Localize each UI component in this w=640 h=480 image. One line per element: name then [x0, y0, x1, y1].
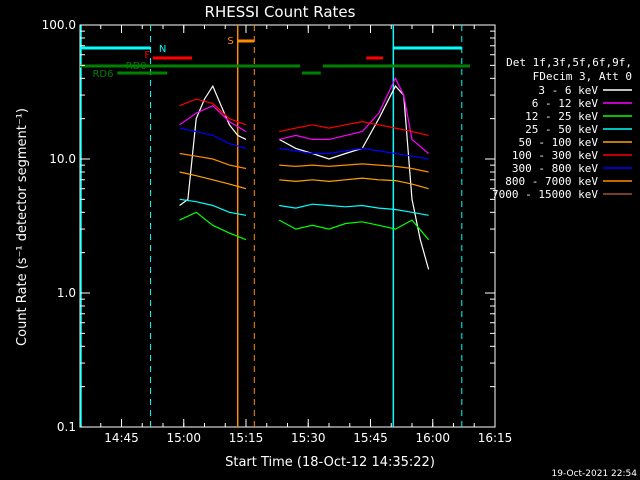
- series-line-7-part-0: [179, 152, 247, 170]
- x-axis-label: Start Time (18-Oct-12 14:35:22): [225, 455, 435, 470]
- series-line-6-part-1: [279, 147, 429, 160]
- series-line-7-part-1: [279, 163, 429, 173]
- legend-header-line-2: FDecim 3, Att 0: [533, 70, 632, 83]
- axis-ticks: 14:45 15:00 15:15 15:30 15:45 16:00 16:15 0.1 1.…: [42, 18, 513, 445]
- plot-frame: [79, 24, 496, 428]
- x-tick-label: 15:45: [353, 431, 388, 445]
- series-line-5-part-1: [279, 120, 429, 136]
- chart-title: RHESSI Count Rates: [205, 3, 356, 21]
- legend-entry-label: 100 - 300 keV: [512, 149, 598, 162]
- night-label: N: [159, 44, 166, 55]
- legend-entry-label: 12 - 25 keV: [525, 110, 598, 123]
- legend-entry-label: 7000 - 15000 keV: [492, 188, 598, 201]
- series-line-4-part-0: [179, 171, 247, 190]
- rd0-label: RD0: [126, 61, 147, 72]
- series-line-5-part-0: [179, 98, 247, 126]
- plot-axes: [79, 24, 496, 428]
- flare-label: F: [144, 50, 150, 61]
- series-line-3-part-1: [279, 203, 429, 216]
- series-lines: [179, 76, 430, 270]
- legend-entry-label: 3 - 6 keV: [538, 84, 598, 97]
- x-tick-label: 16:15: [478, 431, 513, 445]
- rd6-label: RD6: [92, 69, 113, 80]
- series-line-2-part-1: [278, 219, 430, 241]
- legend-header-line-1: Det 1f,3f,5f,6f,9f,: [506, 56, 632, 69]
- series-line-2-part-0: [179, 211, 247, 241]
- x-tick-label: 14:45: [104, 431, 139, 445]
- timestamp: 19-Oct-2021 22:54: [552, 469, 638, 479]
- legend-entry-label: 6 - 12 keV: [532, 97, 599, 110]
- series-line-0-part-0: [179, 84, 247, 206]
- y-tick-label: 0.1: [57, 420, 76, 434]
- series-line-6-part-0: [179, 127, 247, 149]
- x-tick-label: 16:00: [415, 431, 450, 445]
- x-tick-label: 15:00: [166, 431, 201, 445]
- legend: Det 1f,3f,5f,6f,9f, FDecim 3, Att 0 3 - …: [492, 56, 632, 201]
- x-tick-label: 15:30: [291, 431, 326, 445]
- legend-entry-label: 800 - 7000 keV: [505, 175, 598, 188]
- x-tick-label: 15:15: [229, 431, 264, 445]
- y-tick-label: 10.0: [49, 152, 76, 166]
- legend-entry-label: 25 - 50 keV: [525, 123, 598, 136]
- series-line-4-part-1: [279, 177, 429, 190]
- y-axis-label: Count Rate (s⁻¹ detector segment⁻¹): [15, 108, 30, 346]
- series-line-0-part-1: [278, 85, 430, 270]
- series-line-1-part-1: [279, 76, 429, 154]
- legend-entry-label: 50 - 100 keV: [519, 136, 599, 149]
- y-tick-label: 1.0: [57, 286, 76, 300]
- y-tick-label: 100.0: [42, 18, 76, 32]
- series-line-3-part-0: [179, 198, 247, 216]
- legend-entry-label: 300 - 800 keV: [512, 162, 598, 175]
- saa-label: S: [227, 36, 233, 47]
- series-line-1-part-0: [179, 104, 247, 133]
